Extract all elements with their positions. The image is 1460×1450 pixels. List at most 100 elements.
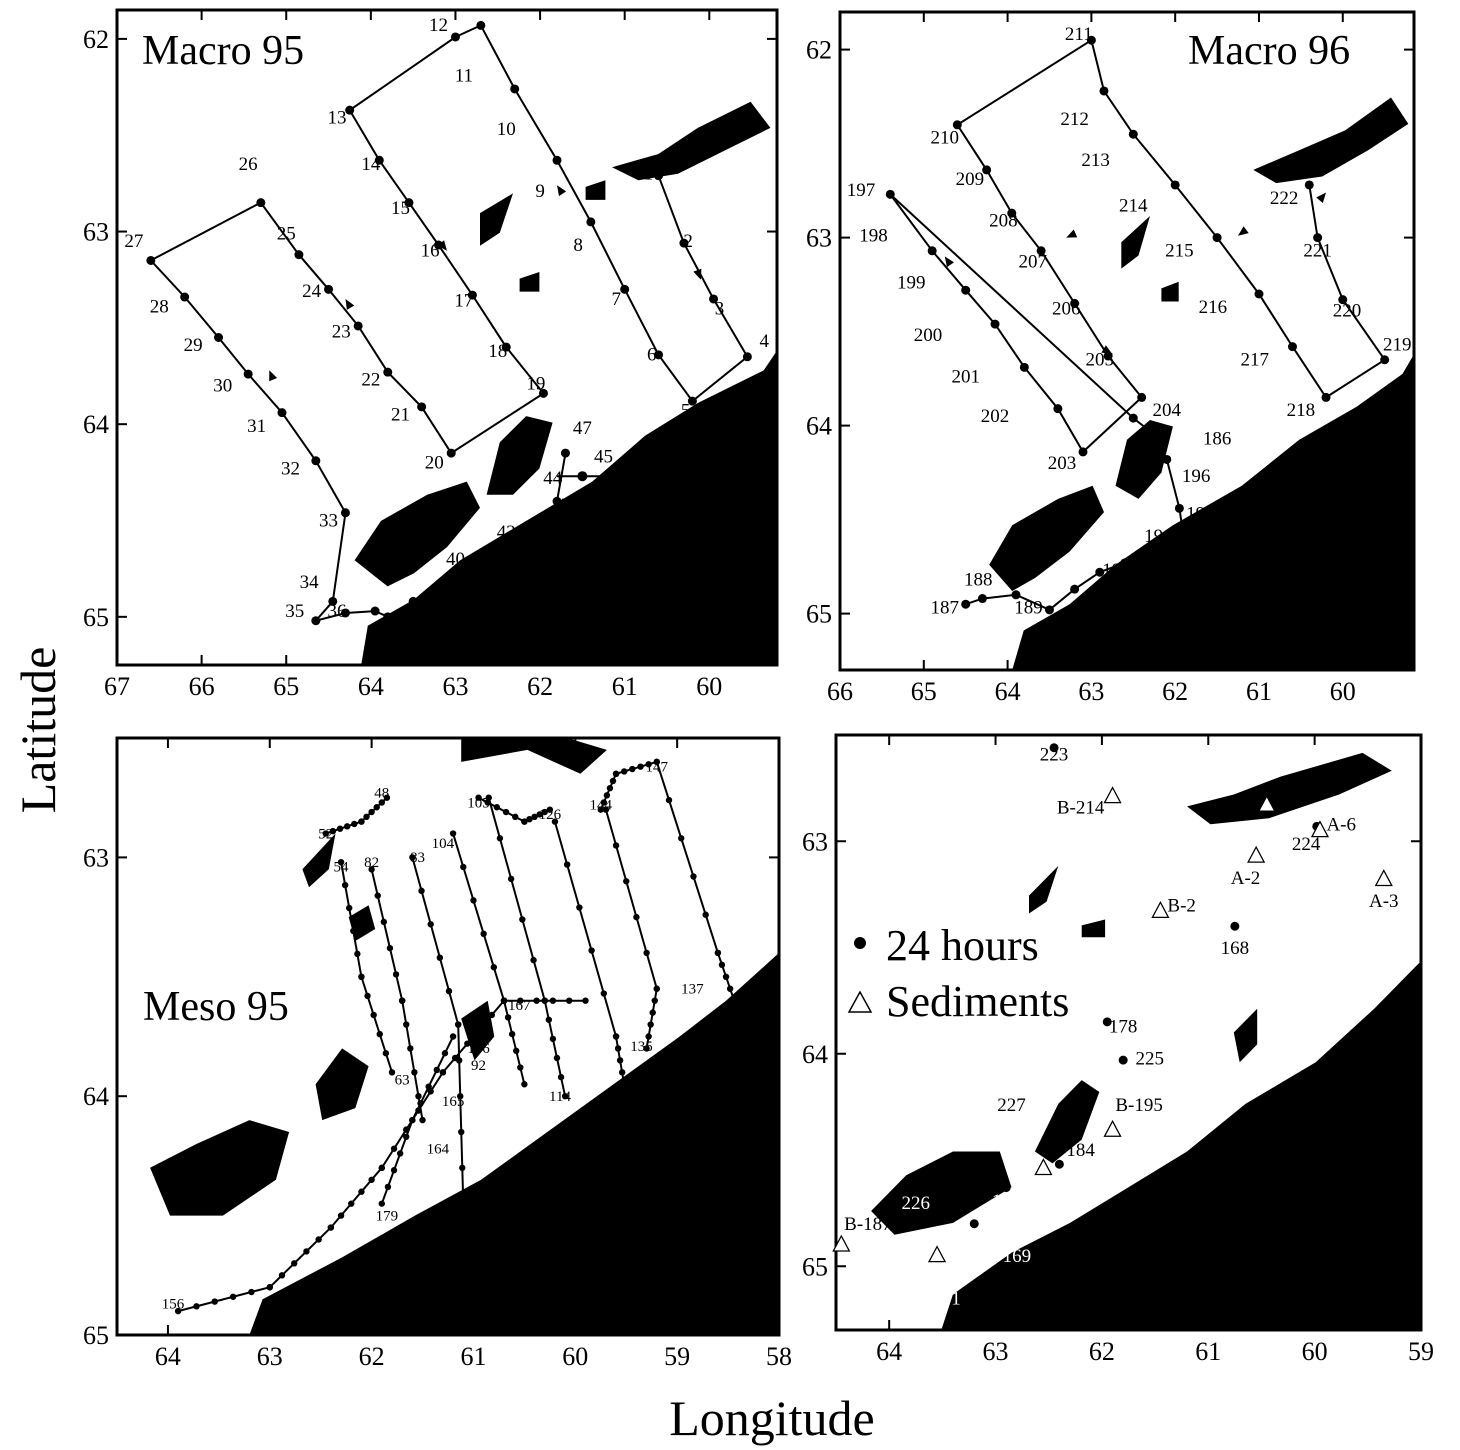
station-label: 166 [467,1041,490,1057]
station-dot [368,866,375,873]
station-dot [353,321,363,331]
station-dot [576,904,583,911]
station-label: A-3 [1369,891,1399,912]
station-label: 15 [391,198,410,219]
station-dot [533,997,540,1004]
station-dot [647,1021,654,1028]
station-label: B-195 [1115,1095,1163,1116]
station-dot [374,892,381,899]
station-label: 92 [471,1058,486,1074]
station-dot [358,973,365,980]
station-dot [368,1176,375,1183]
land-mass [1121,216,1150,269]
land-mass [1253,97,1409,184]
legend-label-hours: 24 hours [886,921,1039,970]
station-dot [560,448,570,458]
station-dot [407,1045,414,1052]
station-label: 38 [395,612,414,633]
station-dot [679,238,689,248]
station-label: 213 [1081,150,1110,171]
station-dot [396,1150,404,1157]
station-dot [653,985,660,992]
station-label: 189 [1014,598,1043,619]
station-label: 28 [150,296,169,317]
x-tick-label: 63 [257,1342,283,1371]
station-label: 33 [319,510,338,531]
station-label: 179 [376,1208,399,1224]
station-dot [496,835,504,842]
y-tick-label: 62 [83,25,109,54]
land-mass [480,193,513,246]
station-dot [493,804,501,811]
station-dot [690,873,697,880]
station-label: 197 [847,180,876,201]
land-mass [249,952,779,1335]
station-dot [678,835,685,842]
station-dot [1179,532,1189,542]
station-dot [346,904,353,912]
station-dot [467,290,477,300]
station-dot [1044,605,1054,615]
station-dot [623,878,630,885]
station-label: 71 [451,1211,466,1227]
land-mass [1115,420,1173,499]
station-dot [600,799,608,806]
direction-arrow-icon [944,256,955,268]
station-label: 167 [508,998,531,1014]
y-tick-label: 65 [806,600,832,629]
station-label: 40 [446,549,465,570]
station-dot [303,1248,310,1255]
station-dot [277,408,287,418]
y-tick-label: 63 [83,218,109,247]
x-tick-label: 60 [1330,677,1356,706]
station-dot [538,388,548,398]
station-dot [1380,355,1390,365]
station-dot [348,1200,355,1207]
station-dot [513,1047,520,1055]
station-label: 155 [742,1001,765,1017]
station-dot [561,1093,569,1100]
station-dot [885,189,895,199]
station-dot [294,250,304,260]
station-label: 36 [328,601,347,622]
station-dot [510,84,520,94]
x-tick-label: 63 [1078,677,1104,706]
station-dot [588,947,595,954]
station-label: 137 [681,982,704,998]
x-tick-label: 66 [189,672,215,701]
station-label: 114 [549,1089,571,1105]
station-dot [504,1014,512,1021]
x-tick-label: 64 [995,677,1021,706]
station-dot [329,827,337,835]
station-label: 3 [715,298,725,319]
station-label: 215 [1165,240,1194,261]
station-label: 14 [361,154,381,175]
station-dot [969,1219,979,1229]
station-dot [358,818,365,825]
panel-title-meso-95: Meso 95 [143,984,289,1030]
station-dot [411,1069,418,1076]
station-dot [603,792,611,799]
station-dot [415,1093,422,1100]
x-tick-label: 63 [983,1337,1009,1366]
station-dot [519,916,526,923]
station-dot [436,954,444,961]
station-label: 5 [681,400,691,421]
station-dot [549,997,557,1004]
station-dot [370,606,380,616]
station-dot [1145,426,1155,436]
station-dot [439,1069,447,1076]
station-label: 12 [429,15,448,36]
station-dot [612,1033,620,1040]
station-dot [961,285,971,295]
station-dot [392,971,400,978]
station-dot [665,796,673,804]
station-dot [449,830,457,837]
cruise-track [380,1036,454,1205]
station-label: 205 [1086,349,1115,370]
station-dot [557,1073,565,1081]
station-dot [476,554,486,564]
panel-title-macro-95: Macro 95 [142,28,304,74]
station-label: 211 [1065,24,1093,45]
station-dot [553,1054,561,1062]
